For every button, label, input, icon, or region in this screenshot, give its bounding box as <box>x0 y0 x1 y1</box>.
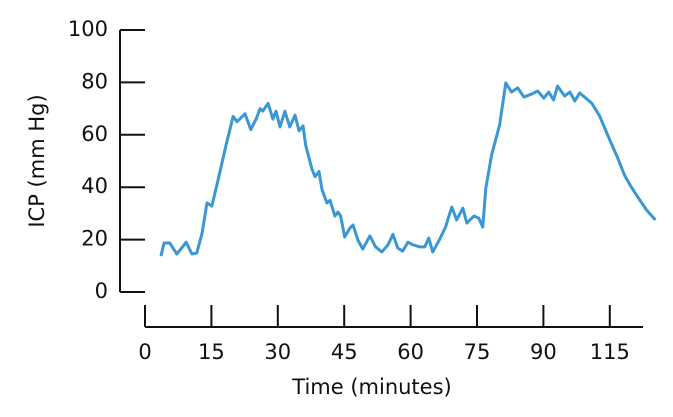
x-tick-label: 15 <box>198 340 225 364</box>
icp-line <box>159 81 657 257</box>
y-tick-label: 0 <box>95 279 108 303</box>
x-tick-label: 60 <box>397 340 424 364</box>
y-axis-label: ICP (mm Hg) <box>25 94 49 227</box>
y-tick-label: 40 <box>81 174 108 198</box>
x-tick-label: 75 <box>464 340 491 364</box>
y-tick-label: 20 <box>81 227 108 251</box>
x-axis-label: Time (minutes) <box>291 375 451 399</box>
x-tick-label: 115 <box>590 340 630 364</box>
x-tick-label: 30 <box>264 340 291 364</box>
y-tick-label: 100 <box>68 17 108 41</box>
x-tick-label: 90 <box>530 340 557 364</box>
x-tick-label: 45 <box>331 340 358 364</box>
y-tick-label: 60 <box>81 122 108 146</box>
y-tick-label: 80 <box>81 69 108 93</box>
x-tick-label: 0 <box>138 340 151 364</box>
